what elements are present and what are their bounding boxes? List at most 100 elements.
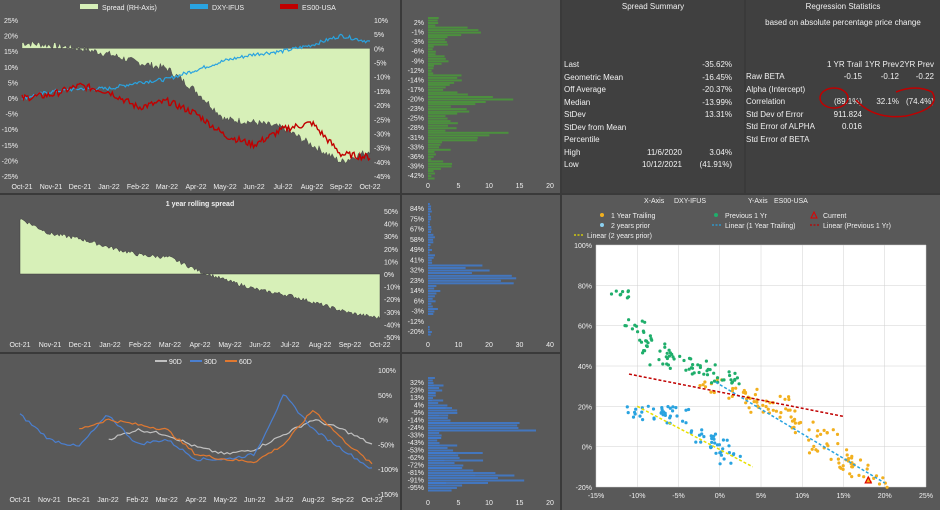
scatter-point [634, 324, 639, 328]
hist-bar [428, 146, 439, 149]
scatter-point [727, 370, 731, 374]
hist-bar [428, 384, 444, 387]
scatter-point [666, 405, 670, 409]
scatter-point [698, 384, 702, 388]
hist-bar [428, 86, 446, 89]
scatter-point [831, 428, 835, 432]
hist-bar [428, 45, 434, 48]
hist-bar [428, 215, 431, 218]
hist-category-label: 4% [414, 403, 424, 410]
y-tick: 60% [578, 324, 592, 331]
hist-bar [428, 442, 440, 444]
current-point [864, 475, 873, 484]
hist-x-tick: 15 [516, 500, 524, 507]
scatter-point [682, 358, 686, 363]
summary-row-value: -13.99% [702, 97, 732, 107]
hist-bar [428, 141, 442, 144]
hist-bar [428, 399, 444, 402]
y-right-tick: -150% [378, 492, 398, 499]
hist-bar [428, 274, 512, 277]
hist-bar [428, 72, 434, 75]
hist-category-label: -12% [408, 68, 424, 75]
scatter-point [866, 463, 870, 467]
scatter-point [816, 449, 820, 453]
scatter-point [675, 414, 679, 418]
hist-bar [428, 282, 514, 285]
scatter-point [701, 383, 705, 387]
x-tick: Dec-21 [69, 342, 92, 349]
scatter-point [728, 373, 732, 378]
hist-bar [428, 414, 439, 417]
scatter-point [752, 400, 756, 404]
hist-x-tick: 0 [426, 500, 430, 507]
scatter-point [710, 436, 714, 441]
summary-row-date: 10/12/2021 [641, 160, 682, 169]
y-left-tick: -25% [2, 174, 18, 181]
scatter-point [713, 363, 717, 367]
hist-category-label: -95% [408, 485, 424, 492]
scatter-point [721, 438, 725, 442]
scatter-point [641, 329, 645, 333]
hist-bar [428, 254, 435, 257]
hist-bar [428, 397, 433, 399]
hist-bar [428, 261, 433, 264]
hist-category-label: 32% [410, 380, 424, 387]
scatter-point [638, 414, 642, 418]
scatter-point [718, 451, 722, 455]
scatter-point [668, 416, 672, 420]
hist-bar [428, 220, 430, 223]
scatter-point [630, 327, 634, 331]
x-tick: Apr-22 [189, 342, 210, 349]
x-tick: Sep-22 [330, 184, 353, 191]
hist-bar [428, 474, 515, 477]
hist-bar [428, 404, 448, 407]
x-tick: Nov-21 [38, 497, 61, 504]
x-tick: -10% [629, 493, 645, 500]
scatter-point [862, 475, 866, 479]
y-left-tick: 25% [4, 18, 18, 25]
hist-bar [428, 175, 432, 177]
hist-bar [428, 69, 432, 72]
scatter-point [651, 407, 656, 411]
hist-bar [428, 290, 441, 292]
hist-bar [428, 292, 437, 295]
y-right-tick: -25% [374, 117, 390, 124]
hist-bar [428, 43, 448, 46]
hist-category-label: 14% [410, 288, 424, 295]
hist-bar [428, 17, 439, 19]
hist-bar [428, 172, 435, 175]
hist-x-tick: 0 [426, 342, 430, 349]
vol-histogram-panel: 32% 23% 13% 4% -5% -14% -24% -33% -43% -53% -62% -7… [402, 354, 560, 510]
hist-category-label: -3% [412, 309, 424, 316]
hist-category-label: -3% [412, 39, 424, 46]
scatter-point [718, 462, 722, 466]
hist-bar [428, 218, 432, 221]
hist-bar [428, 264, 483, 267]
scatter-point [810, 447, 814, 451]
scatter-point [722, 378, 726, 382]
scatter-point [703, 380, 707, 384]
hist-bar [428, 50, 436, 53]
scatter-point [829, 457, 833, 461]
y-right-tick: 0% [384, 272, 394, 279]
series-line-90D [108, 419, 373, 455]
hist-bar [428, 479, 525, 482]
x-tick: Oct-21 [9, 497, 30, 504]
legend-label: 2 years prior [611, 223, 651, 230]
x-tick: Oct-22 [369, 342, 390, 349]
y-right-tick: -40% [384, 322, 400, 329]
scatter-point [709, 390, 713, 394]
y-left-tick: 5% [8, 80, 18, 87]
hist-bar [428, 482, 488, 484]
scatter-point [687, 407, 691, 412]
hist-category-label: -43% [408, 440, 424, 447]
regression-row-label: Std Dev of Error [746, 109, 804, 119]
hist-bar [428, 48, 433, 51]
hist-bar [428, 153, 436, 156]
y-right-tick: -50% [384, 335, 400, 342]
x-tick: Apr-22 [185, 184, 206, 191]
scatter-point [743, 391, 748, 395]
x-tick: Dec-21 [69, 184, 92, 191]
scatter-point [633, 410, 637, 414]
hist-bar [428, 136, 478, 139]
